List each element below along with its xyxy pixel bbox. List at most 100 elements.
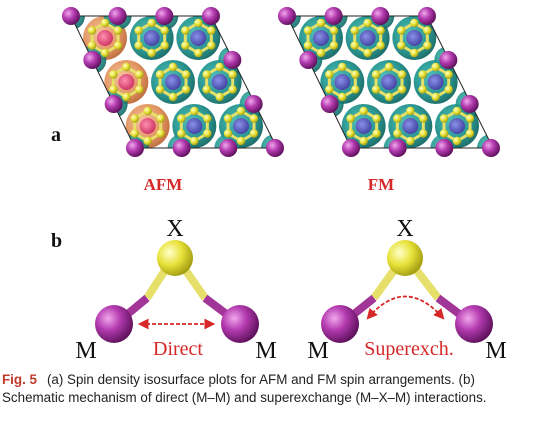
chalcogen-atom-small [143, 136, 152, 146]
chalcogen-atom-small [393, 114, 402, 123]
metal-site [427, 74, 444, 90]
x-label-left: X [166, 216, 183, 242]
metal-site [97, 30, 113, 46]
chalcogen-atom-small [156, 114, 165, 123]
chalcogen-atom-small [190, 136, 199, 146]
edge-lobe [167, 134, 196, 148]
edge-lobe [103, 16, 132, 30]
figure-number: Fig. 5 [2, 372, 37, 387]
edge-lobe [71, 16, 85, 30]
chalcogen-atom-small [372, 129, 381, 138]
chalcogen-atom-small [410, 18, 419, 28]
chalcogen-atom-small [249, 114, 259, 123]
metal-atom [299, 51, 318, 69]
metal-atom [223, 51, 242, 69]
chalcogen-atom-small [194, 48, 203, 58]
chalcogen-atom-small [419, 114, 428, 123]
edge-lobe [319, 16, 348, 30]
chalcogen-atom-small [397, 41, 406, 50]
chalcogen-atom-small [397, 26, 406, 35]
chalcogen-atom-small [384, 62, 394, 72]
chalcogen-atom-small [452, 136, 462, 146]
metal-atom-left-2 [321, 305, 359, 343]
metal-site [449, 118, 465, 134]
edge-lobe [261, 134, 277, 148]
chalcogen-atom-small [215, 62, 224, 72]
edge-lobe [477, 134, 493, 148]
chalcogen-atom-small [177, 114, 186, 123]
chalcogen-atom-small [419, 129, 428, 138]
chalcogen-atom-small [134, 41, 143, 50]
chalcogen-atom-small [406, 106, 415, 116]
metal-atom [244, 95, 263, 113]
afm-lattice [62, 7, 284, 157]
metal-atom [482, 139, 500, 157]
chalcogen-atom-small [122, 92, 131, 102]
metal-site [334, 74, 351, 90]
chalcogen-atom-small [203, 129, 212, 138]
chalcogen-atom-small [181, 85, 191, 94]
chalcogen-atom-small [228, 70, 237, 79]
metal-atom [108, 7, 127, 25]
metal-atom-left [95, 305, 133, 343]
chalcogen-atom-small [202, 85, 211, 94]
metal-atom [371, 7, 390, 25]
chalcogen-atom-small [376, 41, 385, 50]
figure: a AFM FM b X M M Direct [51, 7, 507, 364]
chalcogen-atom-small [444, 85, 453, 94]
chalcogen-atom-small [465, 114, 475, 123]
chalcogen-atom-small [316, 48, 326, 58]
chalcogen-atom-small [87, 26, 97, 35]
chalcogen-atom-small [384, 92, 394, 102]
metal-site [186, 118, 203, 134]
chalcogen-atom-small [181, 41, 190, 50]
chalcogen-atom-small [236, 106, 246, 116]
metal-atom [320, 95, 339, 113]
chalcogen-atom-small [423, 41, 432, 50]
chalcogen-atom-small [181, 70, 191, 79]
chalcogen-atom-small [156, 129, 165, 138]
chalcogen-atom-small [351, 70, 360, 79]
metal-atom [435, 139, 454, 157]
x-label-right: X [396, 216, 413, 242]
chalcogen-atom-small [363, 48, 372, 58]
chalcogen-atom-small [371, 85, 381, 94]
metal-atom [418, 7, 436, 25]
figure-caption: Fig. 5 (a) Spin density isosurface plots … [2, 371, 532, 406]
metal-atom [126, 139, 144, 157]
superexchange-schematic: X M M Superexch. [307, 216, 506, 364]
metal-atom [342, 139, 360, 157]
chalcogen-atom-small [168, 92, 178, 102]
metal-site [355, 118, 372, 134]
metal-site [118, 74, 135, 90]
chalcogen-atom-small [236, 136, 246, 146]
chalcogen-atom-small [439, 129, 449, 138]
chalcogen-atom-small [113, 26, 123, 35]
chalcogen-atom-small [439, 114, 449, 123]
metal-atom [83, 51, 102, 69]
chalcogen-atom-small [329, 26, 339, 35]
chalcogen-atom-small [376, 26, 385, 35]
panel-b-letter: b [51, 230, 62, 252]
chalcogen-atom [157, 240, 193, 276]
chalcogen-atom-small [350, 41, 359, 50]
chalcogen-atom-small [351, 85, 360, 94]
superexchange-label: Superexch. [364, 338, 453, 360]
chalcogen-atom-small [228, 85, 237, 94]
chalcogen-atom-small [423, 26, 432, 35]
chalcogen-atom-small [329, 41, 339, 50]
chalcogen-atom-small [397, 85, 407, 94]
edge-lobe [214, 134, 243, 148]
metal-site [313, 30, 329, 46]
chalcogen-atom-small [346, 114, 355, 123]
chalcogen-atom-small [147, 18, 156, 28]
chalcogen-atom-small [130, 129, 139, 138]
chalcogen-atom-small [397, 70, 407, 79]
chalcogen-atom-small [346, 129, 355, 138]
chalcogen-atom-small [135, 70, 144, 79]
fm-label: FM [368, 175, 394, 194]
metal-site [406, 30, 423, 46]
lattice-content [287, 16, 493, 148]
metal-atom [172, 139, 191, 157]
chalcogen-atom-small [350, 26, 359, 35]
